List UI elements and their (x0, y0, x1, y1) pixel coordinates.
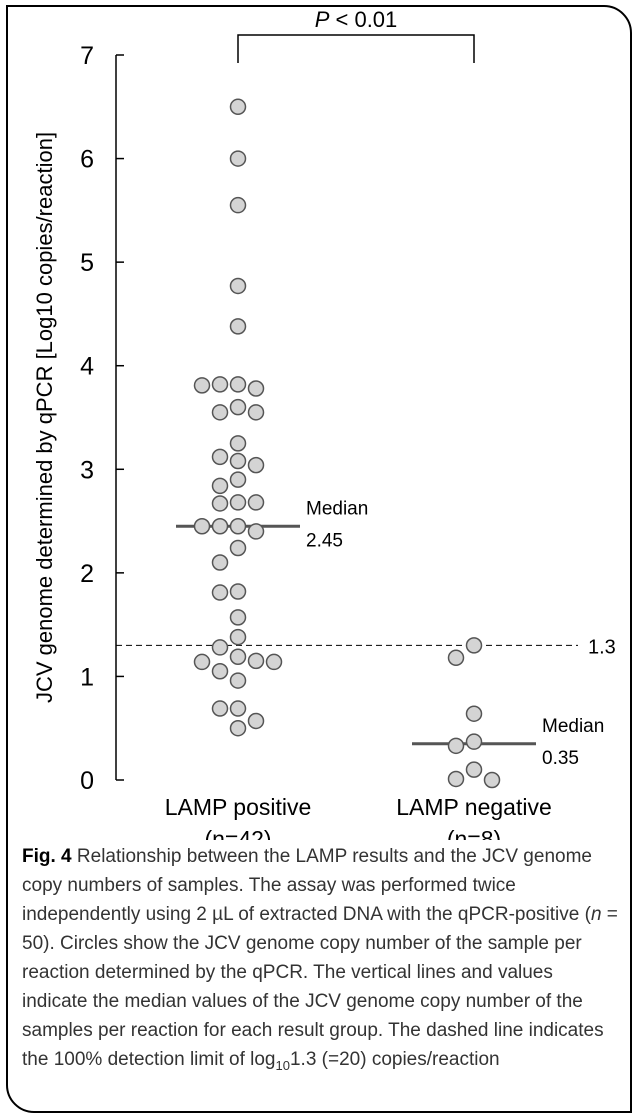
data-point (211, 554, 229, 571)
significance-label: P < 0.01 (315, 7, 398, 32)
data-point (229, 672, 247, 689)
median-value-label: 0.35 (542, 748, 579, 769)
data-point (229, 196, 247, 214)
data-point (229, 452, 247, 470)
data-point (211, 663, 229, 680)
data-point (465, 637, 483, 654)
y-tick-label: 3 (80, 456, 94, 484)
caption-text-1: Relationship between the LAMP results an… (22, 846, 592, 925)
data-point (229, 583, 247, 600)
data-point (247, 494, 265, 511)
data-point (211, 518, 229, 535)
data-point (193, 653, 211, 671)
data-point (229, 719, 247, 737)
data-point (229, 318, 247, 335)
data-point (229, 398, 247, 416)
figure-caption: Fig. 4 Relationship between the LAMP res… (22, 842, 618, 1074)
data-point (211, 376, 229, 393)
data-point (211, 639, 229, 656)
median-label: Median (306, 498, 368, 519)
y-tick-label: 1 (80, 663, 94, 691)
figure-label: Fig. 4 (22, 846, 72, 867)
data-point (211, 584, 229, 601)
category-count-label: (n=42) (204, 826, 271, 840)
data-point (229, 277, 247, 295)
data-point (229, 98, 247, 116)
median-label: Median (542, 716, 604, 737)
data-point (247, 523, 265, 540)
y-axis-label: JCV genome determined by qPCR [Log10 cop… (32, 132, 57, 703)
data-point (193, 377, 211, 394)
y-tick-label: 0 (80, 767, 94, 795)
data-point (247, 404, 265, 421)
data-point (211, 448, 229, 466)
data-point (229, 539, 247, 557)
data-point (229, 435, 247, 452)
data-point (211, 495, 229, 512)
median-value-label: 2.45 (306, 530, 343, 551)
caption-subscript: 10 (275, 1057, 290, 1073)
data-point (211, 404, 229, 421)
data-point (447, 737, 465, 755)
category-label: LAMP negative (396, 794, 552, 820)
data-point (483, 771, 501, 789)
data-point (229, 494, 247, 511)
detection-limit-label: 1.3 (588, 636, 616, 658)
category-count-label: (n=8) (447, 826, 501, 840)
data-point (247, 380, 265, 397)
figure-frame (6, 5, 632, 1113)
data-point (229, 700, 247, 717)
data-point (465, 761, 483, 778)
caption-text-3: 1.3 (=20) copies/reaction (289, 1049, 500, 1070)
data-point (247, 712, 265, 730)
data-point (229, 518, 247, 535)
caption-text-2: = 50). Circles show the JCV genome copy … (22, 904, 618, 1070)
y-tick-label: 4 (80, 353, 94, 381)
data-point (229, 648, 247, 665)
data-point (229, 150, 247, 167)
y-tick-label: 2 (80, 560, 94, 588)
category-label: LAMP positive (165, 794, 312, 820)
data-point (465, 705, 483, 722)
y-tick-label: 5 (80, 249, 94, 277)
data-point (247, 652, 265, 670)
y-tick-label: 7 (80, 42, 94, 70)
data-point (211, 477, 229, 495)
significance-bracket (237, 34, 475, 63)
data-point (447, 649, 465, 667)
data-point (247, 456, 265, 474)
data-point (465, 733, 483, 750)
data-point (211, 700, 229, 717)
data-point (229, 471, 247, 488)
data-point (265, 653, 283, 671)
data-point (229, 376, 247, 393)
scatter-plot: 0 1 2 3 4 5 6 7 JCV genome determined by qPCR [L… (32, 7, 616, 840)
data-point (193, 518, 211, 535)
y-tick-label: 6 (80, 146, 94, 174)
data-point (229, 609, 247, 626)
data-point (447, 770, 465, 788)
data-point (229, 628, 247, 646)
caption-n-italic: n (590, 904, 602, 925)
